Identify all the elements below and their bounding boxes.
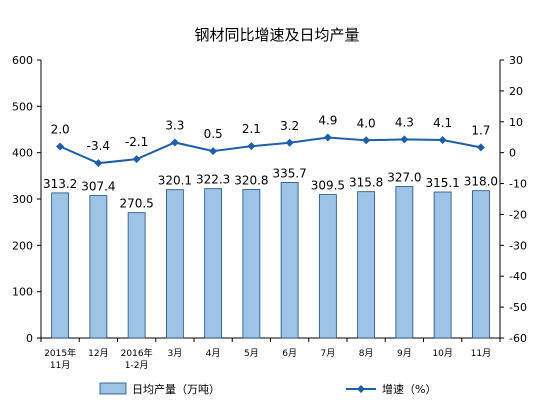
legend-line-marker <box>357 385 365 393</box>
bar-value-label: 307.4 <box>81 180 115 194</box>
line-marker <box>209 147 218 156</box>
chart-title: 钢材同比增速及日均产量 <box>194 26 359 44</box>
left-tick-label: 0 <box>26 332 33 345</box>
bar-value-label: 320.8 <box>234 173 268 187</box>
x-tick-label: 6月 <box>282 348 297 359</box>
bar-value-label: 320.1 <box>158 174 192 188</box>
bar <box>165 189 184 339</box>
right-tick-label: -50 <box>509 301 527 314</box>
line-marker <box>56 142 65 151</box>
bar-value-label: 327.0 <box>387 170 421 184</box>
right-tick-label: 0 <box>509 147 516 160</box>
bar <box>204 188 223 339</box>
bar-value-label: 315.8 <box>349 176 383 190</box>
right-tick-label: 30 <box>509 54 523 67</box>
line-marker <box>285 138 294 147</box>
line-value-label: 3.2 <box>280 119 299 133</box>
line-value-label: 1.7 <box>471 123 490 137</box>
line-value-label: 4.1 <box>433 116 452 130</box>
data-labels: 313.2 307.4 270.5 320.1 322.3 320.8 335.7 309.5… <box>43 114 498 211</box>
legend: 日均产量（万吨） 增速（%） <box>99 382 436 396</box>
legend-bar-swatch <box>99 382 127 395</box>
x-tick-label: 7月 <box>321 348 336 359</box>
bar <box>395 186 414 339</box>
left-tick-label: 500 <box>12 100 33 113</box>
bar-value-label: 318.0 <box>464 175 498 189</box>
line-value-label: 4.9 <box>318 114 337 128</box>
right-tick-label: 10 <box>509 116 523 129</box>
line-value-label: -3.4 <box>87 139 110 153</box>
bar-value-label: 322.3 <box>196 173 230 187</box>
left-tick-label: 600 <box>12 54 33 67</box>
bar <box>318 194 337 339</box>
x-tick-label: 4月 <box>206 348 221 359</box>
right-tick-label: 20 <box>509 85 523 98</box>
line-marker <box>132 155 141 164</box>
x-tick-label: 12月 <box>88 348 108 359</box>
line-value-label: 3.3 <box>165 118 184 132</box>
left-tick-label: 100 <box>12 286 33 299</box>
bar <box>242 188 261 339</box>
line-marker <box>438 136 447 145</box>
bar-value-label: 309.5 <box>311 179 345 193</box>
x-tick-label: 3月 <box>168 348 183 359</box>
x-tick-label: 11月 <box>471 348 491 359</box>
bar <box>127 212 146 339</box>
right-tick-label: -20 <box>509 208 527 221</box>
left-tick-label: 400 <box>12 147 33 160</box>
bar <box>471 190 490 339</box>
line-value-label: 4.0 <box>357 116 376 130</box>
line-marker <box>476 143 485 152</box>
right-tick-label: -60 <box>509 332 527 345</box>
line-marker <box>400 135 409 144</box>
line-value-label: 4.3 <box>395 115 414 129</box>
bar-value-label: 335.7 <box>272 166 306 180</box>
left-tick-label: 300 <box>12 193 33 206</box>
line-marker <box>170 138 179 147</box>
bar-value-label: 313.2 <box>43 177 77 191</box>
bar <box>357 191 376 339</box>
line-marker <box>247 142 256 151</box>
x-tick-label: 9月 <box>397 348 412 359</box>
x-axis-labels: 2015年 11月 12月 2016年 1-2月 3月 4月 5月 6月 7月 8月 9月 10月 11月 <box>44 347 491 371</box>
bar <box>280 182 299 339</box>
axes: 0 100 200 300 400 500 600 -60 -50 -40 -30 -20 -10 0 10… <box>12 54 527 345</box>
bar-value-label: 270.5 <box>119 197 153 211</box>
line-marker <box>94 159 103 168</box>
line-value-label: 0.5 <box>204 127 223 141</box>
bar <box>89 195 108 339</box>
line-value-label: -2.1 <box>125 135 148 149</box>
line-value-label: 2.0 <box>51 122 70 136</box>
bar-value-label: 315.1 <box>425 176 459 190</box>
growth-line <box>59 136 482 165</box>
line-marker <box>362 136 371 145</box>
x-tick-label: 2016年 1-2月 <box>121 347 153 371</box>
right-tick-label: -30 <box>509 239 527 252</box>
bar <box>433 191 452 339</box>
left-tick-label: 200 <box>12 239 33 252</box>
right-tick-label: -40 <box>509 270 527 283</box>
legend-bar-label: 日均产量（万吨） <box>132 382 220 396</box>
bar <box>51 192 70 339</box>
line-value-label: 2.1 <box>242 122 261 136</box>
legend-line-label: 增速（%） <box>382 382 436 396</box>
line-marker <box>323 133 332 142</box>
right-tick-label: -10 <box>509 178 527 191</box>
line-series <box>56 133 485 168</box>
bar-series <box>51 182 490 339</box>
x-tick-label: 10月 <box>432 348 452 359</box>
x-tick-label: 8月 <box>359 348 374 359</box>
x-tick-label: 2015年 11月 <box>44 347 76 371</box>
x-tick-label: 5月 <box>244 348 259 359</box>
